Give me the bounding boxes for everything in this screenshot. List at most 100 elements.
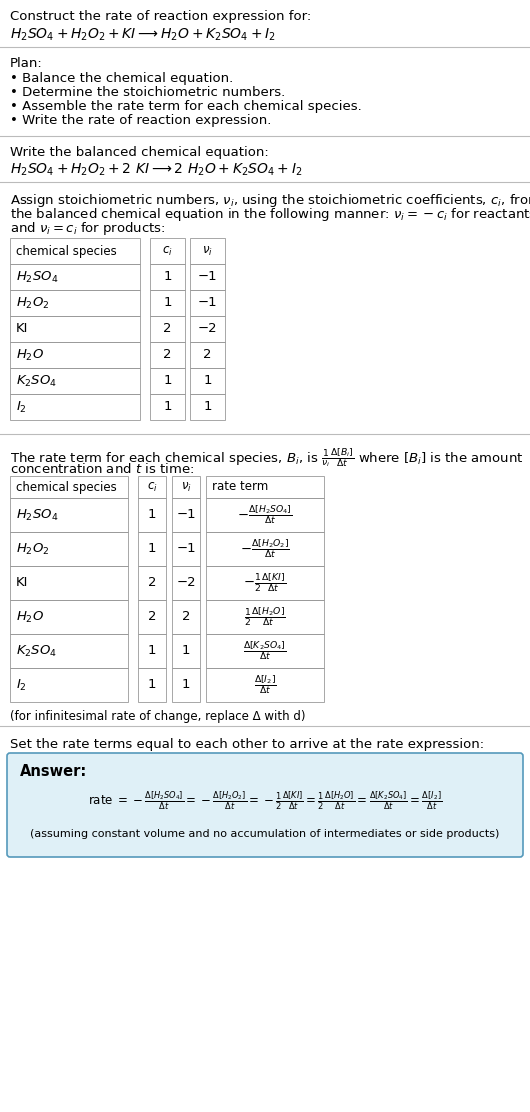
Text: and $\nu_i = c_i$ for products:: and $\nu_i = c_i$ for products: <box>10 220 165 237</box>
Text: $\nu_i$: $\nu_i$ <box>202 245 213 258</box>
Text: (for infinitesimal rate of change, replace Δ with d): (for infinitesimal rate of change, repla… <box>10 709 305 723</box>
Bar <box>10 290 140 316</box>
Text: 1: 1 <box>148 645 156 657</box>
Bar <box>10 566 128 600</box>
Text: $\frac{\Delta[K_2SO_4]}{\Delta t}$: $\frac{\Delta[K_2SO_4]}{\Delta t}$ <box>243 639 287 663</box>
Text: 2: 2 <box>148 610 156 624</box>
Bar <box>150 290 185 316</box>
Text: $-\frac{\Delta[H_2SO_4]}{\Delta t}$: $-\frac{\Delta[H_2SO_4]}{\Delta t}$ <box>237 504 293 526</box>
Text: $-\frac{\Delta[H_2O_2]}{\Delta t}$: $-\frac{\Delta[H_2O_2]}{\Delta t}$ <box>240 537 290 560</box>
Bar <box>150 368 185 394</box>
Text: 2: 2 <box>148 576 156 589</box>
Bar <box>190 394 225 420</box>
Text: 2: 2 <box>203 348 212 361</box>
Text: $H_2SO_4 + H_2O_2 + 2\ KI \longrightarrow 2\ H_2O + K_2SO_4 + I_2$: $H_2SO_4 + H_2O_2 + 2\ KI \longrightarro… <box>10 162 302 178</box>
Text: 1: 1 <box>148 678 156 692</box>
Text: $K_2SO_4$: $K_2SO_4$ <box>16 374 57 388</box>
Text: −2: −2 <box>176 576 196 589</box>
Text: • Determine the stoichiometric numbers.: • Determine the stoichiometric numbers. <box>10 86 285 99</box>
Bar <box>138 566 166 600</box>
Bar <box>190 316 225 342</box>
Bar <box>190 368 225 394</box>
Text: 2: 2 <box>163 348 172 361</box>
Text: $\frac{\Delta[I_2]}{\Delta t}$: $\frac{\Delta[I_2]}{\Delta t}$ <box>254 674 276 696</box>
Bar <box>150 238 185 264</box>
Bar <box>172 476 200 498</box>
Text: Assign stoichiometric numbers, $\nu_i$, using the stoichiometric coefficients, $: Assign stoichiometric numbers, $\nu_i$, … <box>10 192 530 209</box>
Bar <box>10 342 140 368</box>
Text: • Write the rate of reaction expression.: • Write the rate of reaction expression. <box>10 115 271 127</box>
Bar <box>190 290 225 316</box>
Bar <box>10 394 140 420</box>
Text: 1: 1 <box>148 508 156 522</box>
Bar <box>10 634 128 668</box>
Bar <box>150 342 185 368</box>
Text: −1: −1 <box>176 543 196 556</box>
Text: $-\frac{1}{2}\frac{\Delta[KI]}{\Delta t}$: $-\frac{1}{2}\frac{\Delta[KI]}{\Delta t}… <box>243 572 287 594</box>
Text: −2: −2 <box>198 322 217 336</box>
Text: $H_2O_2$: $H_2O_2$ <box>16 296 49 310</box>
Bar <box>10 600 128 634</box>
Text: 1: 1 <box>163 375 172 387</box>
Bar <box>172 600 200 634</box>
Text: Set the rate terms equal to each other to arrive at the rate expression:: Set the rate terms equal to each other t… <box>10 738 484 751</box>
Bar <box>138 476 166 498</box>
Text: −1: −1 <box>198 270 217 284</box>
Text: rate term: rate term <box>212 480 268 494</box>
Text: $H_2SO_4$: $H_2SO_4$ <box>16 507 58 523</box>
Text: KI: KI <box>16 322 29 336</box>
Text: $c_i$: $c_i$ <box>162 245 173 258</box>
Text: −1: −1 <box>198 297 217 309</box>
Bar <box>190 342 225 368</box>
Bar <box>206 532 324 566</box>
Bar <box>190 238 225 264</box>
Text: $H_2O_2$: $H_2O_2$ <box>16 542 49 556</box>
Text: chemical species: chemical species <box>16 245 117 258</box>
Text: $H_2SO_4 + H_2O_2 + KI \longrightarrow H_2O + K_2SO_4 + I_2$: $H_2SO_4 + H_2O_2 + KI \longrightarrow H… <box>10 27 276 43</box>
Bar <box>206 476 324 498</box>
Text: chemical species: chemical species <box>16 480 117 494</box>
Text: 1: 1 <box>203 400 212 414</box>
Bar <box>172 498 200 532</box>
Bar <box>172 668 200 702</box>
Text: concentration and $t$ is time:: concentration and $t$ is time: <box>10 461 194 476</box>
Text: $I_2$: $I_2$ <box>16 677 27 693</box>
Bar <box>10 264 140 290</box>
Bar <box>150 394 185 420</box>
Text: 1: 1 <box>163 400 172 414</box>
Text: 1: 1 <box>148 543 156 556</box>
Bar <box>172 566 200 600</box>
Text: $K_2SO_4$: $K_2SO_4$ <box>16 644 57 658</box>
Text: 1: 1 <box>163 270 172 284</box>
Bar <box>206 498 324 532</box>
Text: • Assemble the rate term for each chemical species.: • Assemble the rate term for each chemic… <box>10 100 362 113</box>
Text: 2: 2 <box>163 322 172 336</box>
Bar <box>10 532 128 566</box>
Text: • Balance the chemical equation.: • Balance the chemical equation. <box>10 72 233 85</box>
Bar <box>10 368 140 394</box>
Bar <box>172 634 200 668</box>
Text: the balanced chemical equation in the following manner: $\nu_i = -c_i$ for react: the balanced chemical equation in the fo… <box>10 206 530 224</box>
Text: 1: 1 <box>182 645 190 657</box>
Text: $\frac{1}{2}\frac{\Delta[H_2O]}{\Delta t}$: $\frac{1}{2}\frac{\Delta[H_2O]}{\Delta t… <box>244 606 286 628</box>
Bar <box>150 264 185 290</box>
Text: 2: 2 <box>182 610 190 624</box>
Bar <box>138 532 166 566</box>
Bar <box>206 634 324 668</box>
Text: $c_i$: $c_i$ <box>147 480 157 494</box>
Text: (assuming constant volume and no accumulation of intermediates or side products): (assuming constant volume and no accumul… <box>30 830 500 838</box>
Bar <box>138 634 166 668</box>
Bar <box>206 600 324 634</box>
Bar <box>10 316 140 342</box>
Text: 1: 1 <box>203 375 212 387</box>
Text: Answer:: Answer: <box>20 764 87 780</box>
Bar <box>138 498 166 532</box>
Text: Construct the rate of reaction expression for:: Construct the rate of reaction expressio… <box>10 10 311 23</box>
Text: $H_2O$: $H_2O$ <box>16 347 44 363</box>
Text: Plan:: Plan: <box>10 57 43 70</box>
Bar <box>206 566 324 600</box>
Text: 1: 1 <box>163 297 172 309</box>
Bar <box>150 316 185 342</box>
Text: $\nu_i$: $\nu_i$ <box>181 480 191 494</box>
Text: KI: KI <box>16 576 29 589</box>
